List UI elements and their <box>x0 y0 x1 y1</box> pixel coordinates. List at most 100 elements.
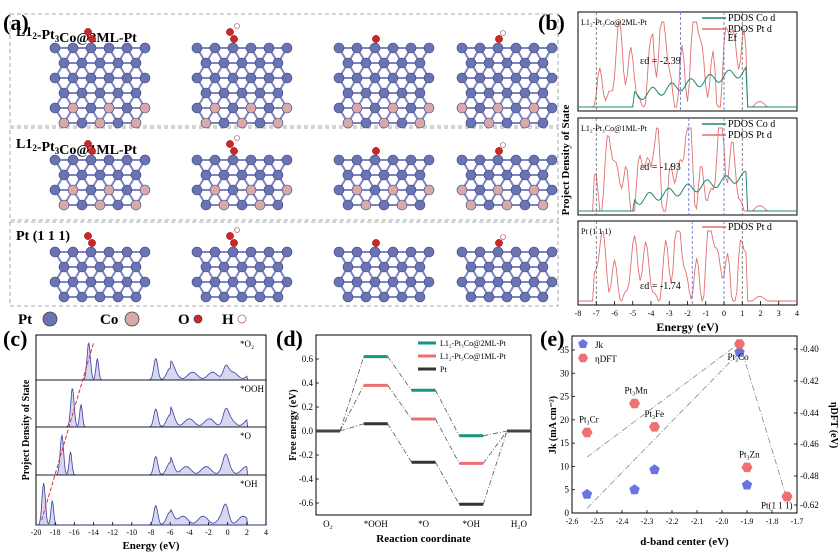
jk-point <box>581 488 593 499</box>
co-atom <box>58 199 70 211</box>
pt-atom <box>378 169 390 181</box>
pt-atom <box>351 276 363 288</box>
pt-atom <box>483 87 495 99</box>
slab-model <box>333 35 435 129</box>
pt-atom <box>423 154 435 166</box>
co-atom <box>492 102 504 114</box>
eta-point-label: Pt₃Fe <box>645 409 665 419</box>
co-atom <box>67 102 79 114</box>
pt-atom <box>121 246 133 258</box>
pt-atom <box>405 42 417 54</box>
jk-point <box>741 479 753 490</box>
row-title-part: 3 <box>55 146 60 156</box>
o-atom <box>372 35 380 43</box>
pt-atom <box>546 72 558 84</box>
pt-atom <box>58 87 70 99</box>
legend-eta-marker <box>578 353 588 363</box>
tick-label: -8 <box>575 309 582 318</box>
tick-label: -5 <box>629 309 636 318</box>
pt-atom <box>474 42 486 54</box>
o-atom <box>495 147 503 155</box>
o-atom <box>84 28 92 36</box>
row-title-part: -Pt <box>37 140 55 155</box>
pt-atom <box>342 57 354 69</box>
panel-a-row-title: L12-Pt3Co@2ML-Pt <box>16 25 137 46</box>
tick-label: 2 <box>245 528 249 537</box>
pt-atom <box>378 57 390 69</box>
h-atom <box>234 135 240 141</box>
pt-atom <box>369 184 381 196</box>
tick-label: 30 <box>560 368 570 378</box>
pt-atom <box>396 261 408 273</box>
pt-atom <box>474 72 486 84</box>
atom-legend-swatch <box>193 314 203 324</box>
co-atom <box>200 117 212 129</box>
pt-atom <box>112 87 124 99</box>
panel-a-box <box>9 221 559 307</box>
species-label: *OOH <box>240 384 264 394</box>
panel-d: (d) -0.6 -0.4 -0.2 0.0 0.2 0.4 0.6 O₂ *OOH *O *OH H₂… <box>276 326 532 545</box>
pt-atom <box>387 154 399 166</box>
pt-atom <box>492 72 504 84</box>
connector-line <box>339 356 365 432</box>
co-atom <box>387 102 399 114</box>
pt-atom <box>474 184 486 196</box>
pt-atom <box>139 246 151 258</box>
pt-atom <box>405 154 417 166</box>
pt-atom <box>510 276 522 288</box>
pt-atom <box>281 276 293 288</box>
pt-atom <box>130 291 142 303</box>
pt-atom <box>263 42 275 54</box>
pt-atom <box>387 42 399 54</box>
pt-atom <box>254 261 266 273</box>
pt-atom <box>94 291 106 303</box>
pt-atom <box>263 154 275 166</box>
pt-atom <box>465 169 477 181</box>
eta-point <box>741 462 753 473</box>
pt-atom <box>76 87 88 99</box>
tick-label: -0.62 <box>800 500 819 510</box>
legend-label: PDOS Pt d <box>728 24 772 35</box>
eta-point <box>581 427 593 438</box>
pt-atom <box>121 154 133 166</box>
tick-label: -2.1 <box>691 517 704 526</box>
pt-atom <box>58 291 70 303</box>
pt-atom <box>272 261 284 273</box>
pt-atom <box>130 169 142 181</box>
pt-atom <box>396 117 408 129</box>
pt-atom <box>245 276 257 288</box>
pt-atom <box>245 246 257 258</box>
pt-atom <box>483 291 495 303</box>
o-atom <box>230 239 238 247</box>
pt-atom <box>510 154 522 166</box>
subplot-title: Pt (1 1 1) <box>581 227 611 236</box>
x-axis-label: Reaction coordinate <box>376 533 471 545</box>
pt-atom <box>360 169 372 181</box>
co-atom <box>139 184 151 196</box>
tick-label: -2.2 <box>666 517 679 526</box>
legend-label: Jk <box>595 340 604 350</box>
pt-atom <box>130 87 142 99</box>
o-atom <box>226 140 234 148</box>
tick-label: -2.3 <box>641 517 654 526</box>
co-atom <box>342 117 354 129</box>
tick-label: 0 <box>722 309 726 318</box>
tick-label: 3 <box>777 309 781 318</box>
panel-a-row-title: Pt (1 1 1) <box>16 229 70 244</box>
tick-label: -2.5 <box>591 517 604 526</box>
pt-atom <box>492 276 504 288</box>
eta-point <box>629 398 640 409</box>
pt-atom <box>333 154 345 166</box>
pdos-pt-line <box>578 20 797 108</box>
pt-atom <box>423 246 435 258</box>
tick-label: 4 <box>264 528 268 537</box>
tick-label: 1 <box>740 309 744 318</box>
plot-frame <box>35 334 267 526</box>
pt-atom <box>387 72 399 84</box>
y2-axis-label: ηDFT (eV) <box>828 402 838 448</box>
pdos-area <box>36 433 266 476</box>
pt-atom <box>76 57 88 69</box>
co-atom <box>281 102 293 114</box>
tick-label: 0.4 <box>302 378 314 388</box>
co-atom <box>209 102 221 114</box>
